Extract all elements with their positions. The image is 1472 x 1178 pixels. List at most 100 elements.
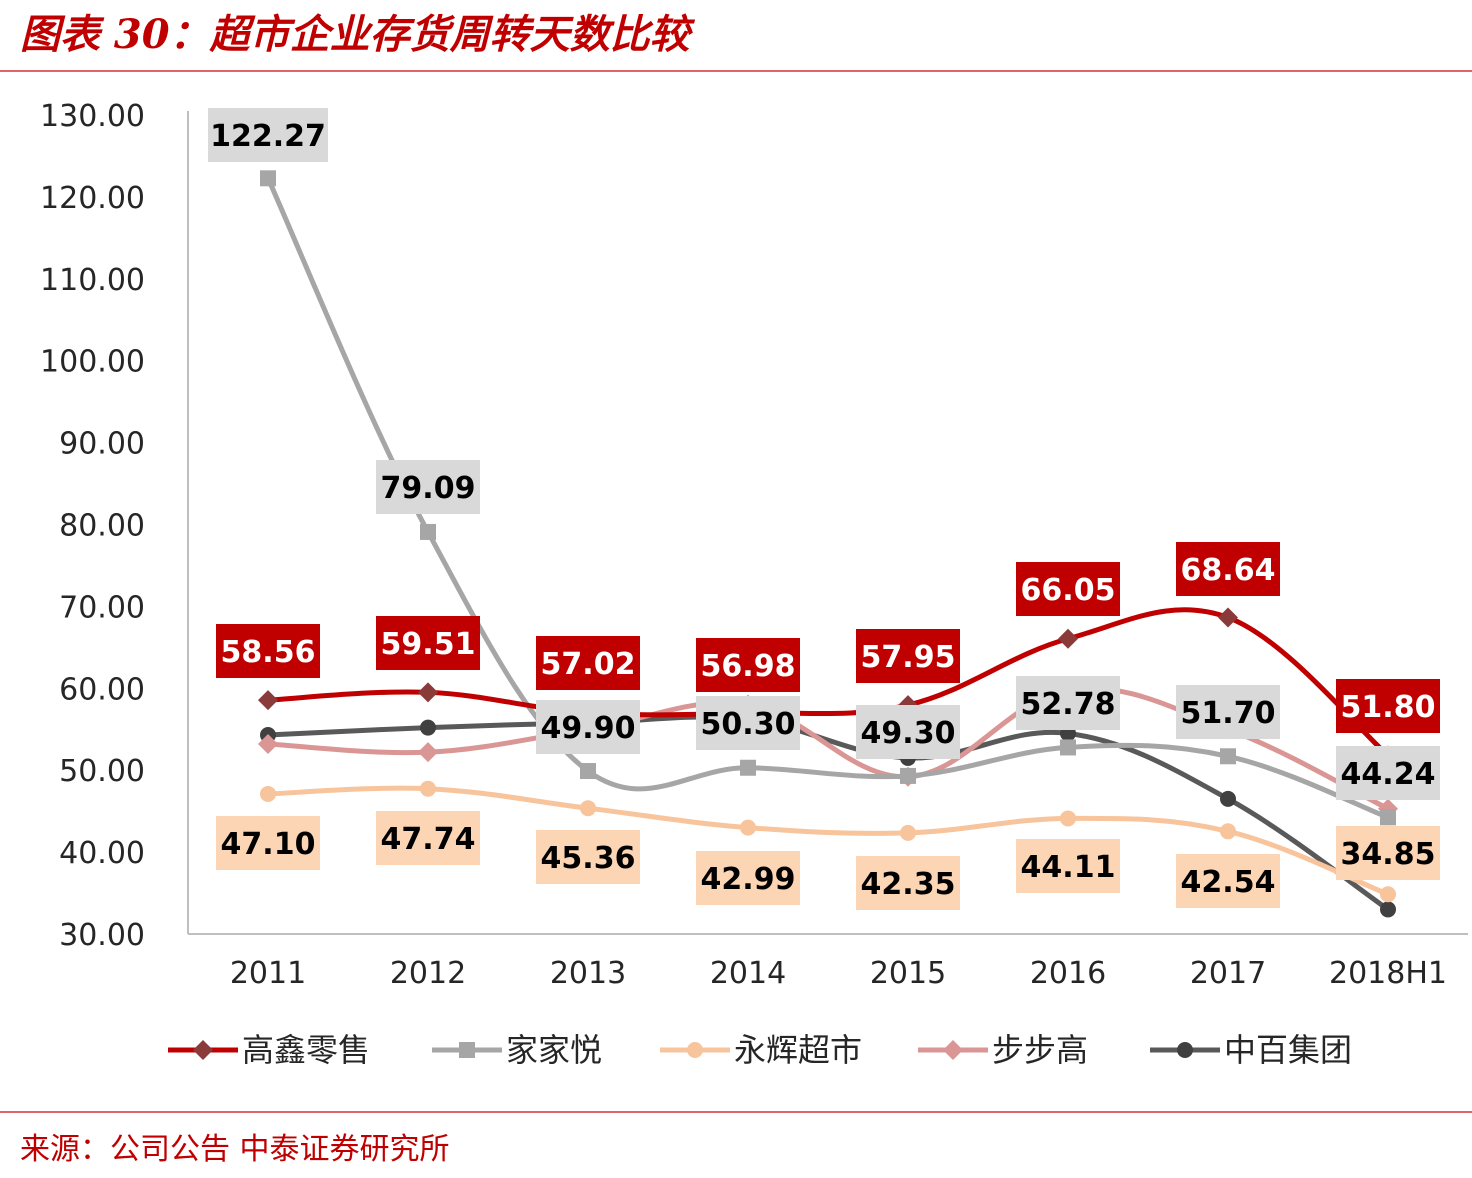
data-point	[580, 763, 596, 780]
data-label-text: 45.36	[541, 841, 636, 876]
data-point	[1218, 607, 1238, 628]
data-label-text: 122.27	[210, 119, 326, 154]
y-tick-label: 50.00	[59, 754, 145, 789]
data-label: 44.24	[1336, 746, 1440, 800]
data-point	[418, 742, 438, 763]
data-point	[1380, 809, 1396, 826]
legend-label: 步步高	[992, 1031, 1088, 1069]
x-tick-label: 2014	[710, 956, 786, 991]
data-label-bg	[696, 851, 800, 905]
x-tick-label: 2018H1	[1329, 956, 1447, 991]
data-label-bg	[1176, 854, 1280, 908]
data-point	[420, 719, 436, 736]
data-label-text: 44.11	[1021, 850, 1116, 885]
data-label-bg	[376, 616, 480, 670]
data-label-text: 47.74	[381, 822, 476, 857]
legend-item: 家家悦	[432, 1031, 602, 1069]
legend-marker	[459, 1042, 475, 1058]
data-label-text: 34.85	[1341, 837, 1436, 872]
data-label-text: 66.05	[1021, 573, 1116, 608]
bottom-divider	[0, 1111, 1472, 1113]
x-tick-label: 2016	[1030, 956, 1106, 991]
y-tick-label: 40.00	[59, 836, 145, 871]
data-label-bg	[696, 638, 800, 692]
data-label-bg	[1176, 542, 1280, 596]
data-point	[740, 759, 756, 776]
data-label-text: 42.35	[861, 867, 956, 902]
data-point	[580, 800, 596, 817]
data-label-bg	[856, 629, 960, 683]
legend-label: 永辉超市	[734, 1031, 862, 1069]
data-label: 34.85	[1336, 826, 1440, 880]
data-label: 57.02	[536, 636, 640, 690]
legend-marker	[193, 1040, 213, 1060]
data-label: 51.70	[1176, 685, 1280, 739]
line-chart: 30.00 40.00 50.00 60.00 70.00 80.00 90.00 100.0…	[40, 99, 1468, 1069]
y-tick-label: 100.00	[40, 345, 145, 380]
legend-item: 步步高	[918, 1031, 1088, 1069]
data-label-text: 56.98	[701, 649, 796, 684]
data-label-text: 50.30	[701, 707, 796, 742]
data-label: 57.95	[856, 629, 960, 683]
legend-item: 永辉超市	[660, 1031, 862, 1069]
data-label-text: 58.56	[221, 635, 316, 670]
data-label-text: 68.64	[1181, 553, 1276, 588]
data-label: 59.51	[376, 616, 480, 670]
legend-marker	[1177, 1042, 1193, 1058]
data-label: 58.56	[216, 624, 320, 678]
data-point	[260, 170, 276, 187]
data-point	[1220, 748, 1236, 765]
data-label: 42.35	[856, 856, 960, 910]
top-divider	[0, 70, 1472, 72]
y-tick-label: 30.00	[59, 918, 145, 953]
legend-item: 中百集团	[1150, 1031, 1352, 1069]
y-tick-label: 130.00	[40, 99, 145, 134]
y-tick-label: 80.00	[59, 509, 145, 544]
data-label-bg	[1016, 676, 1120, 730]
data-label-bg	[376, 460, 480, 514]
series-line	[267, 714, 1390, 912]
data-point	[418, 682, 438, 703]
data-point	[258, 733, 278, 754]
y-tick-label: 60.00	[59, 672, 145, 707]
data-label-bg	[1016, 562, 1120, 616]
data-point	[1060, 810, 1076, 827]
data-label-bg	[216, 624, 320, 678]
data-label: 47.10	[216, 816, 320, 870]
y-tick-label: 120.00	[40, 181, 145, 216]
legend-item: 高鑫零售	[168, 1031, 370, 1069]
data-point	[420, 523, 436, 540]
data-label: 122.27	[208, 108, 328, 162]
data-label-bg	[536, 830, 640, 884]
data-point	[420, 780, 436, 797]
data-label-text: 79.09	[381, 471, 476, 506]
data-label-text: 49.90	[541, 711, 636, 746]
legend-label: 家家悦	[506, 1031, 602, 1069]
data-point	[740, 819, 756, 836]
data-label-bg	[208, 108, 328, 162]
data-point	[900, 767, 916, 784]
data-label-bg	[376, 811, 480, 865]
data-label: 44.11	[1016, 839, 1120, 893]
data-point	[1380, 886, 1396, 903]
data-point	[1060, 739, 1076, 756]
data-label: 42.99	[696, 851, 800, 905]
y-tick-label: 110.00	[40, 263, 145, 298]
data-point	[900, 824, 916, 841]
data-label-bg	[1336, 826, 1440, 880]
data-label-bg	[216, 816, 320, 870]
x-tick-label: 2012	[390, 956, 466, 991]
data-label-bg	[1016, 839, 1120, 893]
data-label-text: 42.54	[1181, 865, 1276, 900]
data-label: 56.98	[696, 638, 800, 692]
data-point	[258, 690, 278, 711]
source-note: 来源：公司公告 中泰证券研究所	[20, 1132, 450, 1167]
data-label-bg	[856, 705, 960, 759]
data-label-text: 49.30	[861, 716, 956, 751]
data-label-text: 51.70	[1181, 696, 1276, 731]
series-line	[267, 785, 1389, 897]
y-tick-label: 70.00	[59, 590, 145, 625]
x-tick-label: 2017	[1190, 956, 1266, 991]
data-label: 42.54	[1176, 854, 1280, 908]
data-label-text: 44.24	[1341, 757, 1436, 792]
